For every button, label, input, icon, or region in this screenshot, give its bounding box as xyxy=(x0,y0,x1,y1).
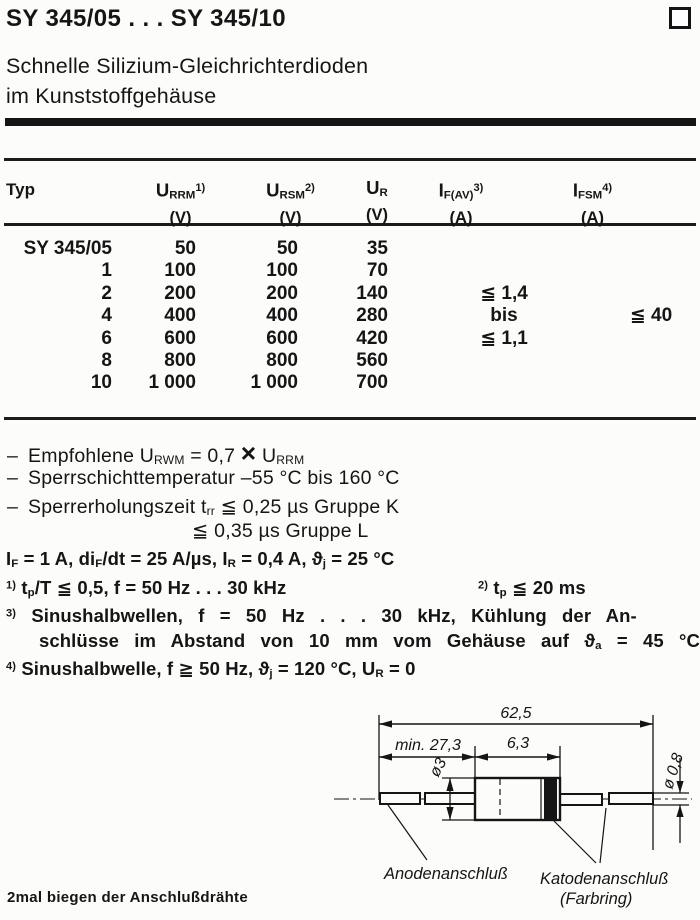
cell-ur: 420 xyxy=(356,327,388,349)
dim-overall-length: 62,5 xyxy=(500,705,531,722)
footnote-3-line-2: schlüsse im Abstand von 10 mm vom Gehäus… xyxy=(39,630,700,653)
thick-divider xyxy=(5,118,696,126)
cell-ursm: 800 xyxy=(266,349,298,371)
table-rows: SY 345/05 50 50 35 1 100 100 70 2 200 200 140 4 400 40… xyxy=(5,238,388,395)
dim-lead-length: min. 27,3 xyxy=(395,737,461,754)
table-row: 8 800 800 560 xyxy=(5,350,388,372)
cell-urrm: 400 xyxy=(164,305,196,327)
cell-ursm: 100 xyxy=(266,260,298,282)
table-row: 2 200 200 140 xyxy=(5,283,388,305)
cell-ursm: 50 xyxy=(276,238,298,259)
cell-ursm: 600 xyxy=(266,327,298,349)
cell-ur: 280 xyxy=(356,305,388,327)
table-top-rule xyxy=(4,158,696,161)
cell-typ: SY 345/05 xyxy=(23,238,112,259)
cell-urrm: 200 xyxy=(164,282,196,304)
cell-ur: 140 xyxy=(356,282,388,304)
subtitle-line-2: im Kunststoffgehäuse xyxy=(6,84,217,108)
cell-ur: 70 xyxy=(366,260,388,282)
ifsm-limit-annotation: ≦ 40 xyxy=(629,305,673,326)
cell-urrm: 50 xyxy=(174,238,196,259)
cell-ur: 560 xyxy=(356,349,388,371)
cell-typ: 2 xyxy=(101,282,112,304)
ifav-lower-limit: ≦ 1,1 xyxy=(480,327,528,349)
ifav-upper-limit: ≦ 1,4 xyxy=(480,283,528,304)
conditions-line: IF = 1 A, diF/dt = 25 A/µs, IR = 0,4 A, … xyxy=(6,548,395,571)
cell-urrm: 800 xyxy=(164,349,196,371)
table-row: 6 600 600 420 xyxy=(5,328,388,350)
footnote-1: 1) tp/T ≦ 0,5, f = 50 Hz . . . 30 kHz xyxy=(6,577,287,600)
page-title: SY 345/05 . . . SY 345/10 xyxy=(6,5,286,32)
cathode-color-ring xyxy=(544,779,557,819)
column-unit: (V) xyxy=(279,208,302,227)
table-row: SY 345/05 50 50 35 xyxy=(5,238,388,260)
footnote-4: 4) Sinushalbwelle, f ≧ 50 Hz, ϑj = 120 °… xyxy=(6,658,416,681)
table-row: 4 400 400 280 xyxy=(5,305,388,327)
footnote-3-line-1: 3) Sinushalbwellen, f = 50 Hz . . . 30 k… xyxy=(6,605,637,626)
ifav-range-word: bis xyxy=(490,305,518,327)
cell-typ: 10 xyxy=(90,372,112,394)
cell-urrm: 100 xyxy=(164,260,196,282)
column-header-typ: Typ xyxy=(6,180,35,199)
note-junction-temp: – Sperrschichttemperatur –55 °C bis 160 °… xyxy=(7,467,400,489)
cell-ursm: 400 xyxy=(266,305,298,327)
cathode-ring-label: (Farbring) xyxy=(560,890,632,908)
note-recommended-urwm: – Empfohlene URWM = 0,7 × URRM xyxy=(7,438,305,468)
cell-urrm: 1 000 xyxy=(148,372,196,394)
cathode-connection-label: Katodenanschluß xyxy=(540,870,668,888)
cell-ur: 35 xyxy=(366,238,388,259)
cell-typ: 6 xyxy=(101,327,112,349)
package-outline-drawing: 62,5 min. 27,3 6,3 ø3 xyxy=(334,705,692,908)
column-unit: (V) xyxy=(169,208,192,227)
bend-instruction-note: 2mal biegen der Anschlußdrähte um 180° m… xyxy=(7,854,264,920)
table-header-rule xyxy=(4,223,696,226)
dim-body-diameter: ø3 xyxy=(427,755,451,780)
dim-wire-diameter: ø 0,8 xyxy=(660,751,687,791)
note-recovery-time-k: – Sperrerholungszeit trr ≦ 0,25 µs Gruppe… xyxy=(7,496,400,519)
table-row: 10 1 000 1 000 700 xyxy=(5,372,388,394)
subtitle-line-1: Schnelle Silizium-Gleichrichterdioden xyxy=(6,54,369,78)
page-subtitle: Schnelle Silizium-Gleichrichterdioden im… xyxy=(6,51,368,111)
cell-typ: 8 xyxy=(101,349,112,371)
table-row: 1 100 100 70 xyxy=(5,260,388,282)
bend-note-line-1: 2mal biegen der Anschlußdrähte xyxy=(7,889,248,906)
column-header-ursm: URSM2) (V) xyxy=(243,177,338,229)
dim-body-length: 6,3 xyxy=(507,735,529,752)
cell-ursm: 1 000 xyxy=(250,372,298,394)
column-header-ur: UR (V) xyxy=(340,177,414,226)
column-unit: (V) xyxy=(366,206,388,225)
ifav-range-annotation: ≦ 1,4 bis ≦ 1,1 xyxy=(462,283,546,350)
column-unit: (A) xyxy=(581,208,604,227)
column-header-urrm: URRM1) (V) xyxy=(133,177,228,229)
cell-ursm: 200 xyxy=(266,282,298,304)
corner-checkbox-icon xyxy=(669,7,691,29)
table-bottom-rule xyxy=(4,417,696,420)
cell-typ: 4 xyxy=(101,305,112,327)
cell-ur: 700 xyxy=(356,372,388,394)
column-header-ifav: IF(AV)3) (A) xyxy=(411,177,511,229)
footnote-2: 2) tp ≦ 20 ms xyxy=(478,577,586,600)
column-header-ifsm: IFSM4) (A) xyxy=(545,177,640,229)
cell-urrm: 600 xyxy=(164,327,196,349)
anode-connection-label: Anodenanschluß xyxy=(383,865,508,883)
column-unit: (A) xyxy=(449,208,473,227)
note-recovery-time-l: ≦ 0,35 µs Gruppe L xyxy=(192,520,369,542)
cell-typ: 1 xyxy=(101,260,112,282)
